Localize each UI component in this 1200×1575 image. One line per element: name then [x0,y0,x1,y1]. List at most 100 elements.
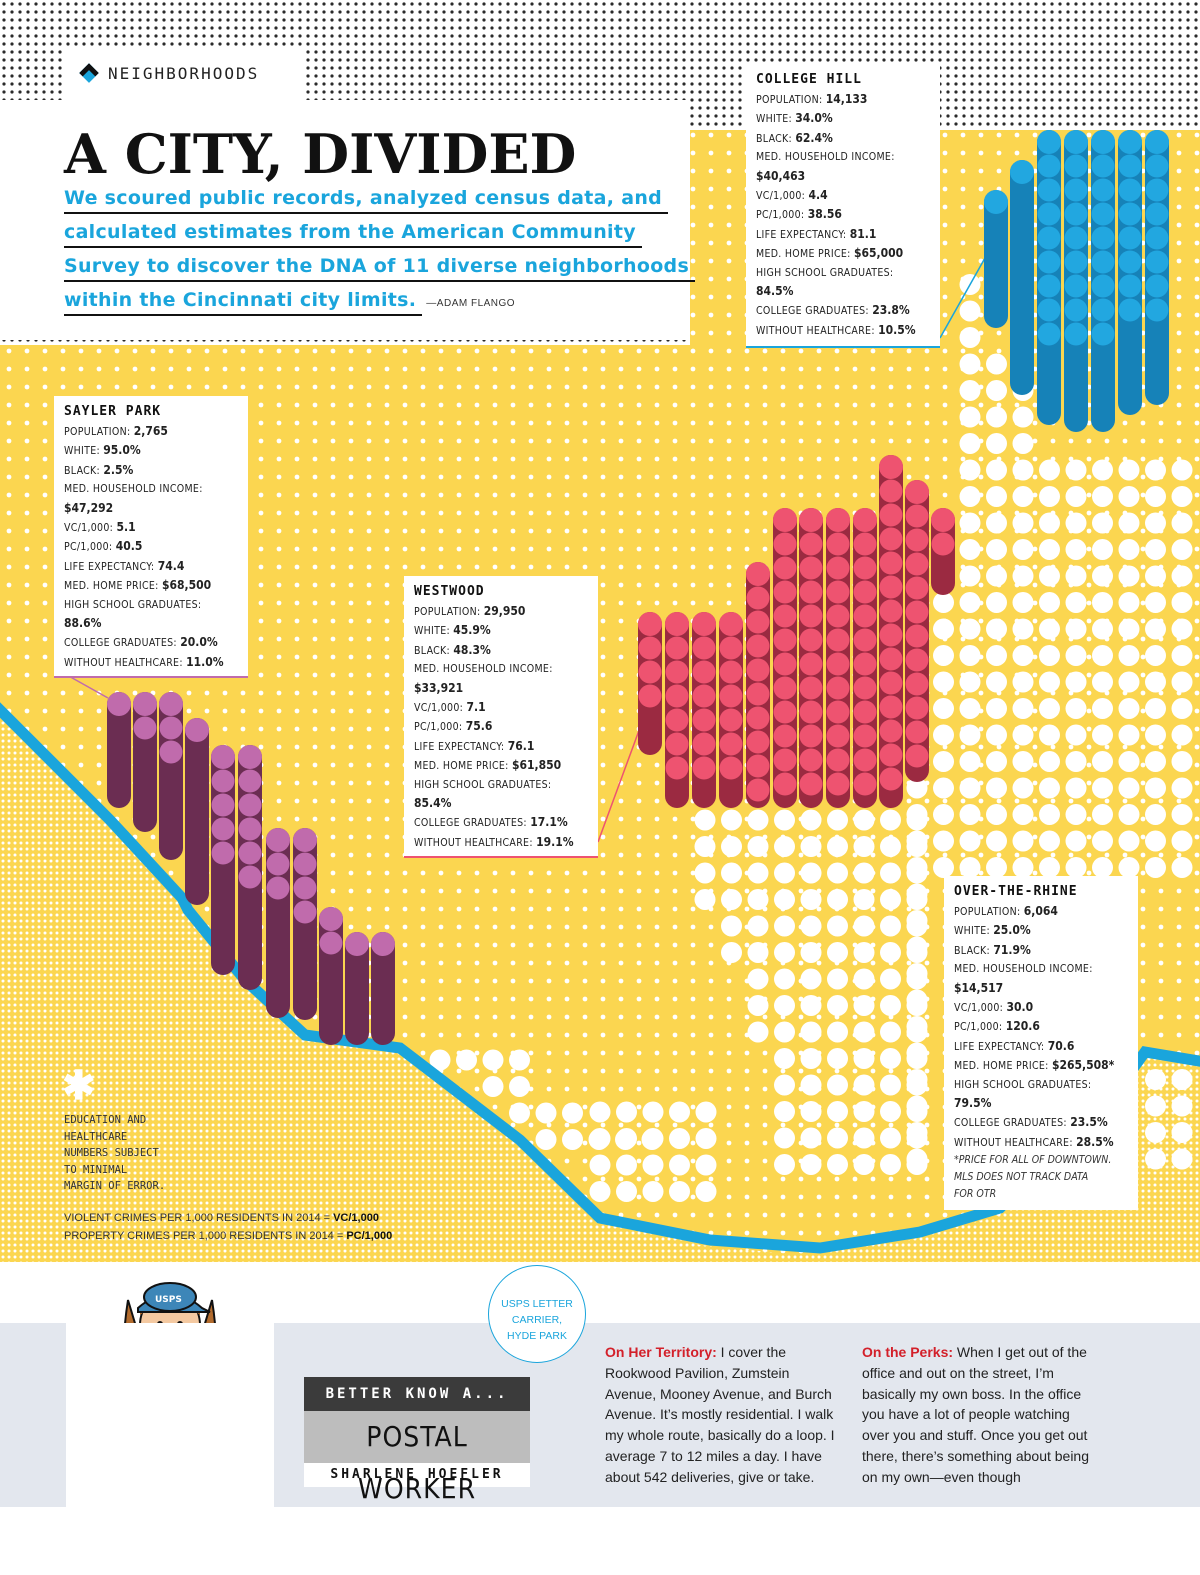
diamond-icon [79,63,99,83]
stat-row: MED. HOUSEHOLD INCOME: [756,148,930,166]
illustration-panel [66,1323,274,1507]
stat-value: 38.56 [807,207,842,222]
stat-label: LIFE EXPECTANCY: [414,740,508,753]
stat-label: BLACK: [64,464,104,477]
stat-value: 95.0% [103,443,141,458]
stat-value: 23.8% [872,303,910,318]
dek: We scoured public records, analyzed cens… [64,184,696,320]
neighborhood-name: WESTWOOD [414,584,485,599]
intro-block: A CITY, DIVIDED We scoured public record… [0,100,696,340]
note-line: EDUCATION AND [64,1114,147,1126]
legend-text: VIOLENT CRIMES PER 1,000 RESIDENTS IN 20… [64,1212,334,1224]
legend-text: PROPERTY CRIMES PER 1,000 RESIDENTS IN 2… [64,1229,347,1242]
stat-row: MED. HOME PRICE: $68,500 [64,576,238,595]
stat-label: MED. HOUSEHOLD INCOME: [414,663,553,676]
neighborhood-name: OVER-THE-RHINE [954,884,1078,899]
westwood-columns [638,455,955,808]
asterisk-icon: ✱ [62,1064,96,1108]
stat-row: COLLEGE GRADUATES: 23.8% [756,301,930,320]
stat-row: HIGH SCHOOL GRADUATES: [414,776,588,794]
role-circle: USPS LETTER CARRIER, HYDE PARK [488,1265,586,1363]
legend-row: VIOLENT CRIMES PER 1,000 RESIDENTS IN 20… [64,1210,392,1228]
stat-label: PC/1,000: [64,541,116,554]
territory-column: On Her Territory: I cover the Rookwood P… [605,1342,843,1488]
stat-label: WITHOUT HEALTHCARE: [64,656,187,669]
stat-row: 79.5% [954,1094,1128,1113]
stat-value: $33,921 [414,680,464,695]
note-line: MARGIN OF ERROR. [64,1180,166,1192]
college-hill-leader [939,257,986,339]
role-line: CARRIER, [511,1314,563,1326]
byline: —ADAM FLANGO [426,298,516,309]
role-line: USPS LETTER [501,1298,573,1310]
legend-abbr: PC/1,000 [346,1229,393,1242]
stat-row: PC/1,000: 40.5 [64,537,238,556]
headline: A CITY, DIVIDED [64,122,577,186]
stat-row: MED. HOME PRICE: $65,000 [756,244,930,263]
stat-label: HIGH SCHOOL GRADUATES: [954,1078,1092,1091]
westwood-column [719,612,743,808]
stat-row: LIFE EXPECTANCY: 74.4 [64,557,238,576]
stat-label: BLACK: [954,944,994,957]
stat-row: HIGH SCHOOL GRADUATES: [64,596,238,614]
stat-label: MED. HOUSEHOLD INCOME: [64,483,203,496]
subject-label: POSTAL WORKER [304,1411,530,1505]
stat-label: POPULATION: [756,94,826,106]
college-hill-column [1118,130,1142,415]
stat-label: COLLEGE GRADUATES: [756,305,873,318]
stat-row: WHITE: 95.0% [64,441,238,460]
dek-line: calculated estimates from the American C… [64,218,642,248]
stat-label: COLLEGE GRADUATES: [954,1117,1071,1130]
role-circle-text: USPS LETTER CARRIER, HYDE PARK [489,1296,585,1344]
fine-texture-region [0,715,1200,1262]
westwood-column [905,480,929,782]
stat-row: BLACK: 2.5% [64,461,238,480]
person-name: SHARLENE HOEFLER [330,1467,504,1482]
stat-row: WITHOUT HEALTHCARE: 11.0% [64,653,238,672]
stat-row: 88.6% [64,614,238,633]
stat-label: POPULATION: [64,426,134,438]
neighborhood-name: COLLEGE HILL [756,72,862,87]
westwood-column [665,612,689,808]
sayler-park-column [345,932,369,1045]
stat-label: BLACK: [756,132,796,145]
college-hill-columns [984,130,1169,432]
stat-row: POPULATION: 2,765 [64,422,238,441]
stat-row: $14,517 [954,979,1128,998]
stat-row: 85.4% [414,794,588,813]
stat-value: 5.1 [116,520,136,535]
westwood-stats: WESTWOOD POPULATION: 29,950 WHITE: 45.9% BL… [404,576,598,858]
stat-row: VC/1,000: 4.4 [756,186,930,205]
stat-row: POPULATION: 6,064 [954,902,1128,921]
stat-value: 6,064 [1023,904,1058,918]
section-tag: NEIGHBORHOODS [66,48,304,102]
stat-value: 70.6 [1047,1038,1075,1053]
section-tag-label: NEIGHBORHOODS [108,64,260,83]
sayler-park-columns [107,692,395,1045]
stat-row: VC/1,000: 30.0 [954,998,1128,1017]
stat-value: $65,000 [853,246,904,261]
stat-row: VC/1,000: 5.1 [64,518,238,537]
stat-label: WITHOUT HEALTHCARE: [414,836,537,849]
stat-label: PC/1,000: [414,721,466,734]
stat-row: $33,921 [414,679,588,698]
stat-row: LIFE EXPECTANCY: 70.6 [954,1037,1128,1056]
stat-row: MED. HOUSEHOLD INCOME: [414,660,588,678]
sayler-park-column [159,692,183,860]
role-line: HYDE PARK [507,1330,567,1342]
college-hill-column [1010,160,1034,395]
westwood-column [799,508,823,808]
stat-row: MED. HOUSEHOLD INCOME: [954,960,1128,978]
stat-value: 2.5% [103,462,134,477]
stat-row: $40,463 [756,167,930,186]
stat-row: COLLEGE GRADUATES: 23.5% [954,1113,1128,1132]
stat-row: POPULATION: 29,950 [414,602,588,621]
stat-label: POPULATION: [954,906,1024,918]
stat-value: $68,500 [161,578,212,593]
stat-value: 74.4 [157,558,185,573]
westwood-column [879,455,903,808]
stat-row: WITHOUT HEALTHCARE: 28.5% [954,1133,1128,1152]
neighborhood-name: SAYLER PARK [64,404,162,419]
westwood-column [931,508,955,595]
legend-abbr: VC/1,000 [333,1212,379,1224]
